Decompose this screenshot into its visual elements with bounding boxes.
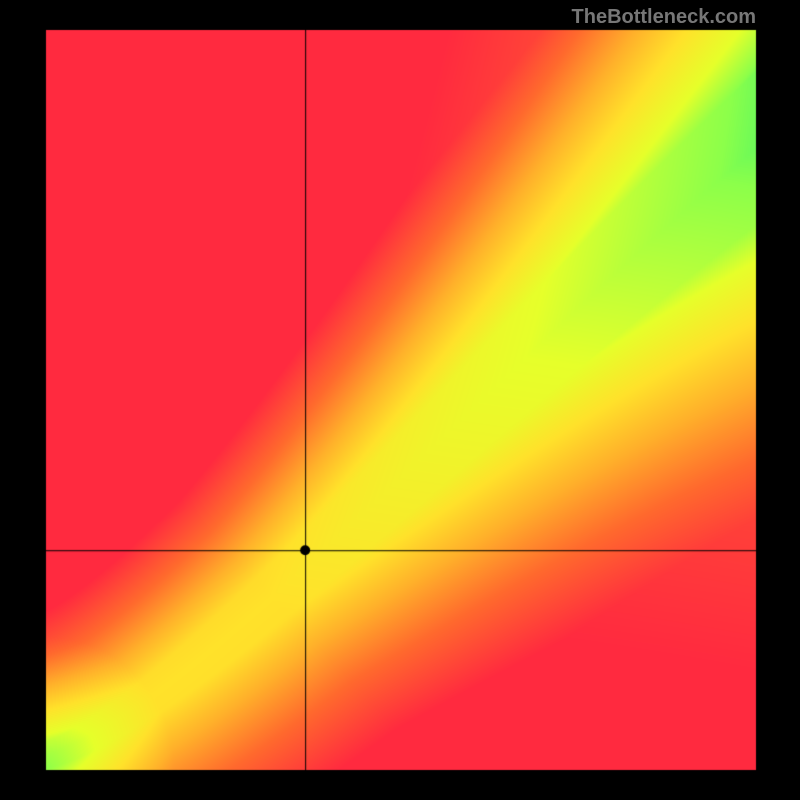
bottleneck-heatmap <box>0 0 800 800</box>
chart-container: TheBottleneck.com <box>0 0 800 800</box>
